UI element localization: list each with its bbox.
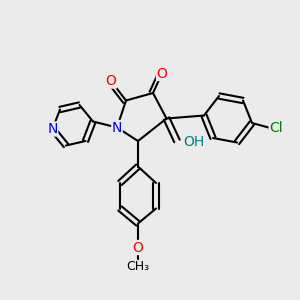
Text: O: O (133, 241, 143, 254)
Text: N: N (47, 122, 58, 136)
Text: O: O (157, 67, 167, 80)
Text: O: O (106, 74, 116, 88)
Text: Cl: Cl (269, 121, 283, 134)
Text: N: N (112, 121, 122, 134)
Text: OH: OH (183, 136, 204, 149)
Text: CH₃: CH₃ (126, 260, 150, 274)
